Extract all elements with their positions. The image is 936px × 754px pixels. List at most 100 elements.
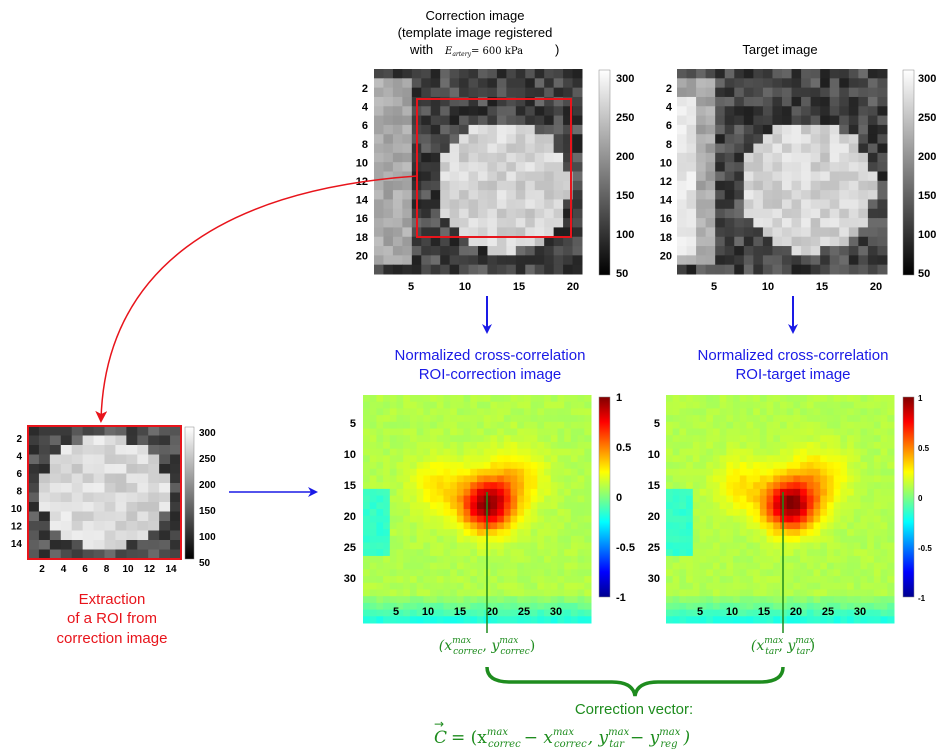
correlation-cell xyxy=(456,462,465,470)
image-pixel xyxy=(877,143,888,154)
correlation-cell xyxy=(537,542,545,550)
image-pixel xyxy=(468,69,479,79)
correlation-cell xyxy=(443,401,451,409)
correlation-cell xyxy=(759,421,768,430)
correlation-cell xyxy=(833,441,841,450)
correlation-cell xyxy=(873,555,882,564)
correlation-cell xyxy=(550,582,558,590)
correlation-cell xyxy=(544,616,552,624)
correlation-cell xyxy=(396,495,404,503)
correlation-cell xyxy=(564,589,572,597)
correlation-cell xyxy=(490,462,498,470)
image-pixel xyxy=(421,69,432,79)
image-pixel xyxy=(49,464,62,474)
image-pixel xyxy=(753,115,764,126)
correlation-cell xyxy=(853,448,861,456)
correlation-cell xyxy=(517,448,525,456)
image-pixel xyxy=(553,227,564,238)
correlation-cell xyxy=(726,488,734,497)
correlation-cell xyxy=(773,509,781,517)
correlation-cell xyxy=(867,395,875,403)
correlation-cell xyxy=(383,401,391,409)
image-pixel xyxy=(848,227,859,238)
correlation-cell xyxy=(686,482,694,490)
image-pixel xyxy=(459,162,470,172)
correlation-cell xyxy=(557,421,565,430)
image-pixel xyxy=(468,124,479,135)
vector-arrow-glyph: → xyxy=(434,717,444,731)
correlation-cell xyxy=(416,562,424,570)
correlation-cell xyxy=(416,482,424,490)
correlation-cell xyxy=(523,609,532,617)
correlation-cell xyxy=(733,488,741,497)
correlation-cell xyxy=(510,609,518,617)
image-pixel xyxy=(743,69,754,79)
correlation-cell xyxy=(699,502,707,510)
tick-label: 6 xyxy=(16,469,22,480)
correlation-cell xyxy=(826,395,835,403)
correlation-cell xyxy=(726,589,734,597)
correlation-cell xyxy=(880,441,888,450)
correlation-cell xyxy=(666,448,674,456)
image-pixel xyxy=(743,236,754,247)
correlation-cell xyxy=(773,448,781,456)
correlation-cell xyxy=(517,602,525,611)
correlation-cell xyxy=(497,549,505,557)
correlation-cell xyxy=(389,562,398,570)
correlation-cell xyxy=(746,562,754,570)
correlation-cell xyxy=(423,522,431,530)
correlation-cell xyxy=(773,495,781,503)
image-pixel xyxy=(115,549,127,560)
image-pixel xyxy=(867,236,878,247)
correlation-cell xyxy=(577,522,585,530)
correlation-cell xyxy=(806,555,815,564)
tick-label: 18 xyxy=(356,232,368,244)
correlation-cell xyxy=(456,475,465,483)
tick-label: 4 xyxy=(16,452,22,463)
image-pixel xyxy=(572,264,583,275)
image-pixel xyxy=(877,227,888,238)
correlation-cell xyxy=(383,502,391,510)
correlation-cell xyxy=(766,515,774,523)
correlation-cell xyxy=(517,462,525,470)
correlation-cell xyxy=(679,555,687,564)
correlation-cell xyxy=(753,596,761,604)
correlation-cell xyxy=(820,602,828,611)
image-pixel xyxy=(534,227,545,238)
correlation-cell xyxy=(847,576,855,584)
correlation-cell xyxy=(376,468,384,476)
correlation-cell xyxy=(577,435,585,443)
correlation-cell xyxy=(692,468,701,476)
correlation-cell xyxy=(510,502,518,510)
correlation-cell xyxy=(584,421,592,430)
image-pixel xyxy=(572,143,583,154)
image-pixel xyxy=(496,246,507,256)
image-pixel xyxy=(468,236,479,247)
image-pixel xyxy=(459,236,470,247)
image-pixel xyxy=(801,255,812,266)
correlation-cell xyxy=(557,462,565,470)
correlation-cell xyxy=(686,421,694,430)
correlation-cell xyxy=(456,576,465,584)
correlation-cell xyxy=(369,535,377,544)
image-pixel xyxy=(734,208,745,219)
image-pixel xyxy=(734,162,745,172)
correlation-cell xyxy=(389,582,398,590)
correlation-cell xyxy=(759,475,768,483)
image-pixel xyxy=(115,426,127,436)
correlation-cell xyxy=(517,435,525,443)
correlation-cell xyxy=(510,522,518,530)
image-pixel xyxy=(563,124,574,135)
colorbar-tick-label: 100 xyxy=(616,229,634,241)
correlation-cell xyxy=(699,549,707,557)
correlation-cell xyxy=(813,542,821,550)
correlation-cell xyxy=(416,428,424,436)
correlation-cell xyxy=(679,582,687,590)
image-pixel xyxy=(506,87,517,98)
correlation-cell xyxy=(820,529,828,537)
correlation-cell xyxy=(544,421,552,430)
correlation-cell xyxy=(477,589,485,597)
correlation-cell xyxy=(686,468,694,476)
correlation-cell xyxy=(706,408,714,416)
correlation-cell xyxy=(699,509,707,517)
